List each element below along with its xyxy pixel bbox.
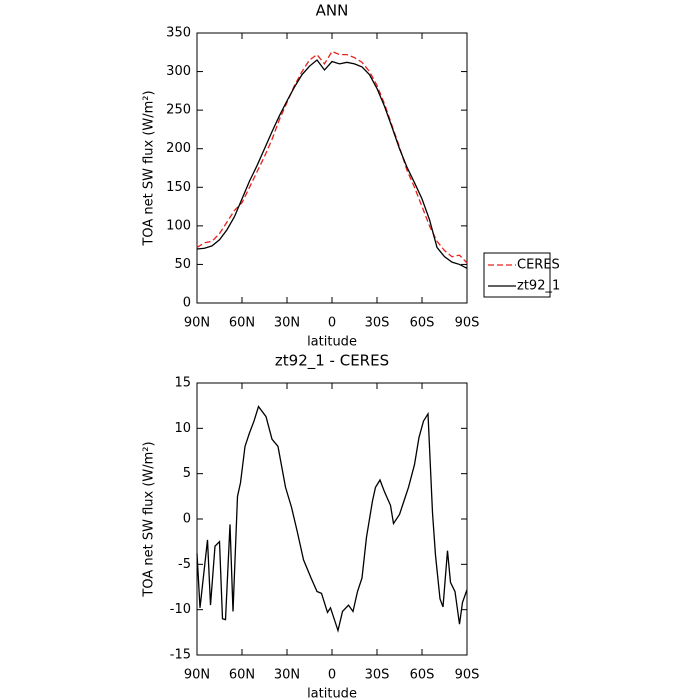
x-axis-label: latitude: [307, 335, 357, 350]
x-tick-label: 60S: [410, 316, 435, 331]
y-axis-label: TOA net SW flux (W/m²): [142, 90, 157, 246]
data-line: [196, 50, 468, 264]
y-tick-label: 50: [174, 257, 191, 272]
y-tick-label: 200: [166, 141, 191, 156]
y-tick-label: 15: [174, 376, 191, 391]
y-tick-label: 10: [174, 421, 191, 436]
x-tick-label: 30N: [274, 316, 300, 331]
chart-title: ANN: [316, 2, 349, 20]
x-axis-label: latitude: [307, 687, 357, 700]
data-line: [196, 405, 468, 633]
y-tick-label: 300: [166, 64, 191, 79]
x-tick-label: 60N: [229, 316, 255, 331]
legend-label: zt92_1: [517, 279, 560, 294]
legend-box: [483, 252, 551, 298]
legend-label: CERES: [517, 258, 560, 273]
y-axis-label: TOA net SW flux (W/m²): [142, 441, 157, 597]
x-tick-label: 30S: [365, 668, 390, 683]
y-tick-label: 100: [166, 218, 191, 233]
x-tick-label: 30N: [274, 668, 300, 683]
x-tick-label: 30S: [365, 316, 390, 331]
x-tick-label: 90S: [455, 316, 480, 331]
x-tick-label: 0: [328, 316, 336, 331]
y-tick-label: -5: [178, 557, 191, 572]
y-tick-label: -10: [170, 602, 191, 617]
data-line: [196, 59, 468, 269]
x-tick-label: 0: [328, 668, 336, 683]
y-tick-label: 150: [166, 180, 191, 195]
x-tick-label: 90N: [184, 668, 210, 683]
y-tick-label: 0: [183, 296, 191, 311]
x-tick-label: 60S: [410, 668, 435, 683]
x-tick-label: 90N: [184, 316, 210, 331]
plot-frame: [196, 32, 468, 304]
y-tick-label: 250: [166, 103, 191, 118]
y-tick-label: 0: [183, 512, 191, 527]
x-tick-label: 60N: [229, 668, 255, 683]
x-tick-label: 90S: [455, 668, 480, 683]
y-tick-label: 5: [183, 466, 191, 481]
chart-title: zt92_1 - CERES: [275, 352, 389, 371]
y-tick-label: 350: [166, 26, 191, 41]
y-tick-label: -15: [170, 648, 191, 663]
